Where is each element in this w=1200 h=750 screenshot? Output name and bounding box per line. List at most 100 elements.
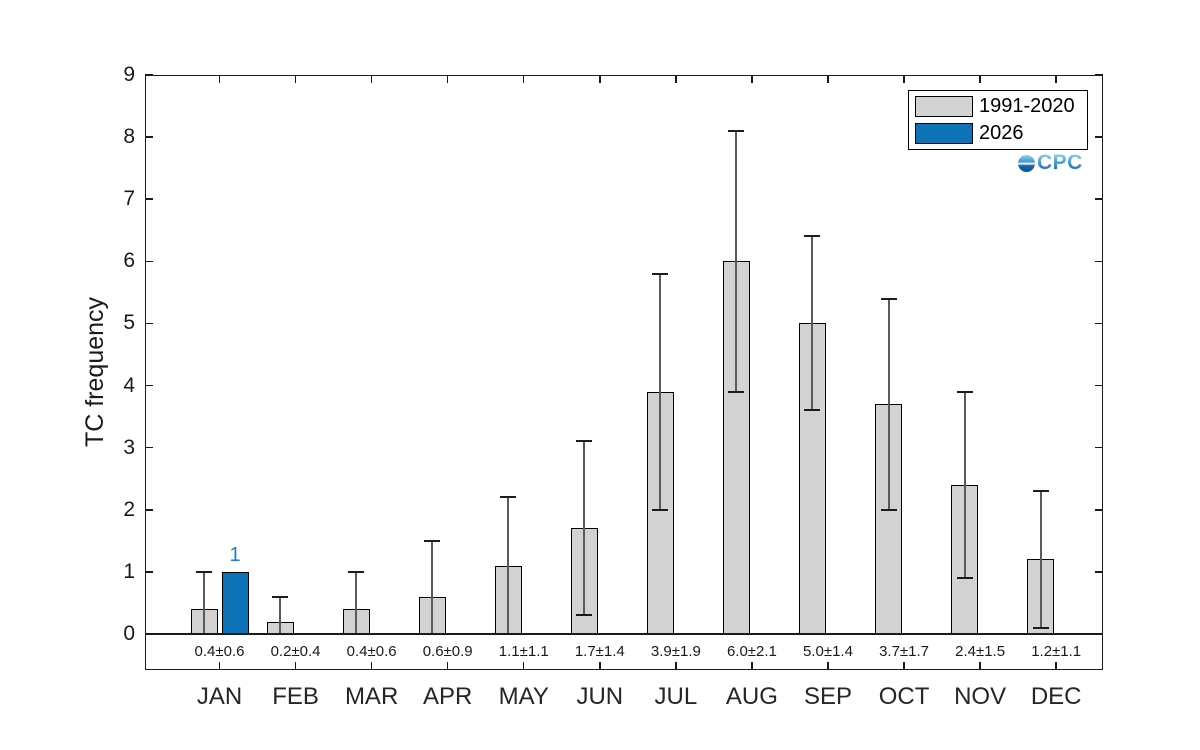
value-label-jan: 0.4±0.6 <box>194 642 245 660</box>
x-tick-bottom <box>446 662 449 670</box>
x-tick-label-oct: OCT <box>878 683 930 710</box>
x-tick-top <box>979 75 981 83</box>
y-tick-left <box>145 571 153 573</box>
y-tick-left <box>145 446 153 449</box>
x-tick-label-jan: JAN <box>196 683 243 710</box>
x-tick-label-mar: MAR <box>344 683 399 710</box>
error-bar-line-jul <box>659 273 662 510</box>
x-tick-label-may: MAY <box>498 683 549 710</box>
error-bar-line-apr <box>431 540 434 634</box>
x-tick-bottom <box>599 662 601 670</box>
y-tick-label: 9 <box>123 63 135 86</box>
error-bar-cap-bottom-jun <box>576 614 593 617</box>
x-tick-bottom <box>979 662 981 670</box>
error-bar-line-jun <box>583 441 586 616</box>
legend-item-climatology: 1991-2020 <box>915 95 1087 118</box>
x-tick-label-nov: NOV <box>954 683 1007 710</box>
x-tick-top <box>370 75 373 83</box>
value-label-jul: 3.9±1.9 <box>650 642 701 660</box>
error-bar-cap-top-jan <box>196 570 212 573</box>
legend-item-2026: 2026 <box>915 122 1087 145</box>
legend-swatch-climatology <box>915 96 973 117</box>
x-tick-top <box>675 75 677 83</box>
error-bar-line-sep <box>811 236 814 411</box>
error-bar-cap-top-jul <box>652 272 669 275</box>
x-tick-top <box>522 75 525 83</box>
x-tick-label-jun: JUN <box>576 683 624 710</box>
y-tick-right <box>1095 136 1103 138</box>
error-bar-cap-bottom-nov <box>956 577 973 580</box>
y-tick-left <box>145 136 153 138</box>
error-bar-cap-top-dec <box>1032 490 1049 493</box>
error-bar-cap-top-apr <box>424 539 441 542</box>
y-tick-label: 5 <box>123 311 135 335</box>
x-tick-bottom <box>1055 662 1057 670</box>
y-tick-right <box>1095 74 1103 76</box>
plot-box <box>145 75 1103 670</box>
legend: 1991-2020 2026 <box>908 90 1088 150</box>
error-bar-cap-bottom-dec <box>1032 626 1049 629</box>
y-tick-label: 4 <box>123 373 135 397</box>
y-tick-right <box>1095 509 1103 511</box>
y-tick-label: 8 <box>123 125 135 149</box>
error-bar-cap-bottom-sep <box>804 409 821 412</box>
error-bar-cap-top-jun <box>576 440 593 443</box>
error-bar-line-feb <box>279 596 282 634</box>
x-tick-bottom <box>218 662 221 670</box>
y-tick-right <box>1095 571 1103 573</box>
y-tick-label: 7 <box>123 187 135 211</box>
x-tick-label-apr: APR <box>422 683 473 710</box>
x-tick-top <box>294 75 297 83</box>
error-bar-cap-top-may <box>500 496 517 499</box>
y-tick-left <box>145 322 153 325</box>
error-bar-cap-bottom-aug <box>728 390 745 393</box>
y-tick-right <box>1095 260 1103 263</box>
legend-label-2026: 2026 <box>979 122 1024 144</box>
error-bar-cap-top-nov <box>956 390 973 393</box>
legend-label-climatology: 1991-2020 <box>979 95 1075 117</box>
x-tick-bottom <box>294 662 297 670</box>
y-tick-label: 6 <box>123 249 135 273</box>
value-label-nov: 2.4±1.5 <box>955 642 1006 660</box>
y-tick-left <box>145 384 153 387</box>
y-tick-left <box>145 198 153 200</box>
zero-line <box>145 633 1103 635</box>
x-tick-bottom <box>751 662 753 670</box>
legend-swatch-2026 <box>915 123 973 144</box>
x-tick-label-jul: JUL <box>654 683 698 710</box>
y-tick-right <box>1095 446 1103 449</box>
value-label-mar: 0.4±0.6 <box>346 642 397 660</box>
x-tick-bottom <box>903 662 905 670</box>
error-bar-line-dec <box>1039 491 1042 628</box>
x-tick-top <box>751 75 753 83</box>
error-bar-line-oct <box>887 298 890 510</box>
x-tick-label-aug: AUG <box>725 683 778 710</box>
x-tick-top <box>599 75 601 83</box>
value-label-may: 1.1±1.1 <box>498 642 549 660</box>
error-bar-cap-top-mar <box>348 570 365 573</box>
globe-icon <box>1018 154 1035 172</box>
error-bar-cap-top-feb <box>272 595 289 598</box>
x-tick-bottom <box>370 662 373 670</box>
value-label-jun: 1.7±1.4 <box>574 642 625 660</box>
y-tick-label: 0 <box>123 621 135 645</box>
value-label-dec: 1.2±1.1 <box>1031 642 1082 660</box>
y-tick-right <box>1095 322 1103 325</box>
x-tick-top <box>218 75 221 83</box>
y-tick-right <box>1095 198 1103 200</box>
error-bar-cap-top-aug <box>728 129 745 132</box>
value-label-aug: 6.0±2.1 <box>726 642 777 660</box>
x-tick-label-dec: DEC <box>1030 683 1082 710</box>
error-bar-cap-top-oct <box>880 297 897 300</box>
error-bar-line-jan <box>203 571 205 634</box>
cpc-logo-text: CPC <box>1037 151 1083 174</box>
value-label-oct: 3.7±1.7 <box>879 642 929 660</box>
cpc-logo: CPC <box>1018 151 1083 174</box>
y-tick-left <box>145 260 153 263</box>
y-tick-label: 3 <box>123 435 135 459</box>
error-bar-cap-bottom-jul <box>652 508 669 511</box>
x-tick-bottom <box>675 662 677 670</box>
y-tick-left <box>145 509 153 511</box>
